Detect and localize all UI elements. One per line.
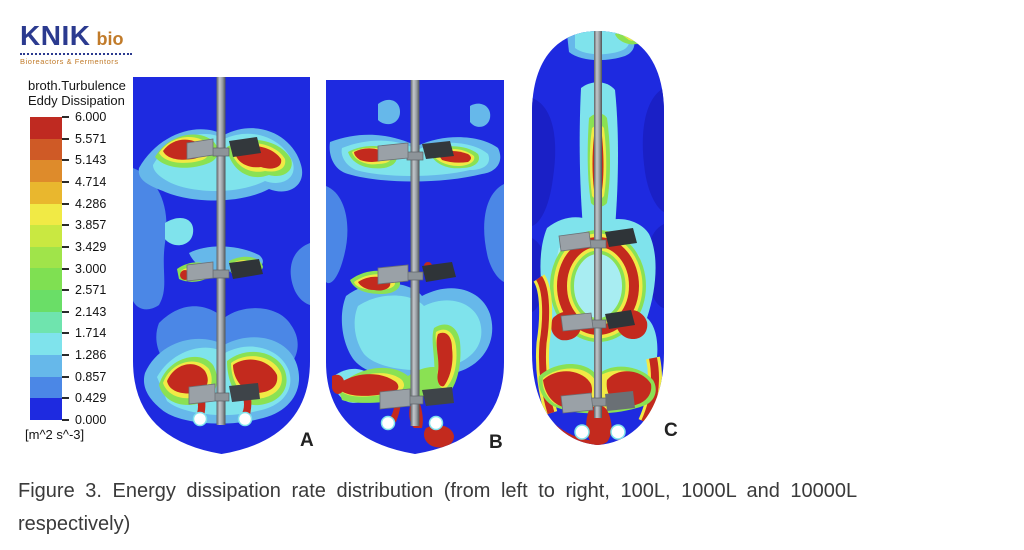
impeller-blades-a (186, 137, 263, 405)
legend-colorbar (30, 117, 62, 420)
contour-plot-c (532, 31, 664, 445)
legend-title-line2: Eddy Dissipation (28, 93, 125, 108)
company-logo: KNIK bio Bioreactors & Fermentors (20, 22, 138, 66)
contour-plot-a (133, 77, 310, 454)
contour-panel-b (322, 76, 508, 458)
sparger-holes-b (380, 415, 444, 431)
legend-units: [m^2 s^-3] (25, 427, 85, 442)
sparger-holes-c (574, 424, 626, 440)
logo-dotted-divider (20, 53, 132, 55)
legend-title: broth.Turbulence Eddy Dissipation (28, 78, 126, 108)
caption-line2: respectively) (18, 513, 131, 535)
contour-panel-a (129, 73, 314, 458)
impeller-blades-b (377, 141, 456, 410)
panel-label-a: A (300, 430, 314, 451)
panel-label-c: C (664, 420, 678, 441)
logo-tagline: Bioreactors & Fermentors (20, 57, 119, 66)
legend-title-line1: broth.Turbulence (28, 78, 126, 93)
figure-caption: Figure 3. Energy dissipation rate distri… (18, 475, 1010, 541)
contour-panel-c (519, 28, 677, 452)
panel-label-b: B (489, 432, 503, 453)
impeller-blades-c (558, 228, 637, 414)
logo-brand-text: KNIK (20, 20, 91, 51)
logo-suffix-text: bio (96, 29, 124, 49)
contour-plot-b (326, 80, 504, 454)
legend-ticks: 6.000 5.571 5.143 4.714 4.286 3.857 3.429 3.000… (62, 110, 132, 427)
caption-line1: Figure 3. Energy dissipation rate distri… (18, 480, 858, 502)
sparger-holes-a (192, 411, 253, 427)
